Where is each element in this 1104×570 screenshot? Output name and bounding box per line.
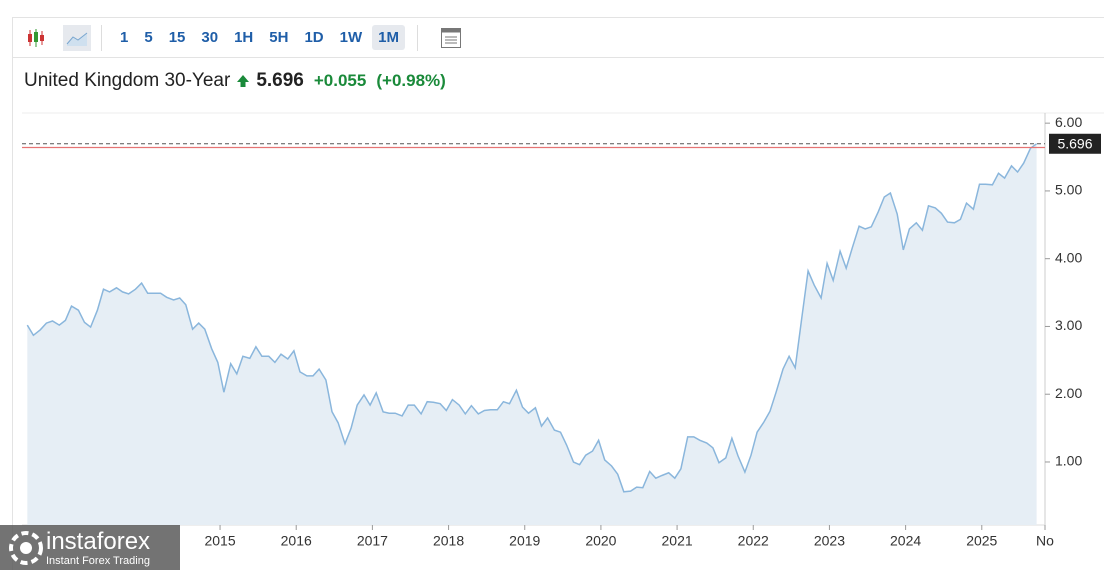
watermark: instaforex Instant Forex Trading	[0, 525, 180, 570]
change-percent: (+0.98%)	[376, 71, 446, 90]
quote-header: United Kingdom 30-Year 5.696 +0.055 (+0.…	[24, 70, 446, 92]
up-arrow	[237, 75, 250, 87]
price: 5.696	[256, 70, 304, 91]
x-tick-label: 2025	[966, 533, 997, 549]
x-tick-label: 2023	[814, 533, 845, 549]
toolbar: 1 5 15 30 1H 5H 1D 1W 1M	[12, 17, 1104, 58]
timeframe-button[interactable]: 30	[201, 29, 219, 46]
area-fill	[27, 143, 1037, 526]
last-value-box	[1049, 133, 1101, 154]
instrument-name: United Kingdom 30-Year	[24, 70, 231, 91]
separator	[416, 24, 418, 51]
timeframe-button[interactable]: 5H	[269, 29, 289, 46]
last-value-label: 5.696	[1057, 135, 1092, 151]
area-icon	[66, 32, 88, 46]
area-chart-button[interactable]	[63, 24, 91, 51]
y-tick-label: 1.00	[1055, 453, 1082, 469]
timeframe-button[interactable]: 1	[120, 29, 129, 46]
timeframe-button[interactable]: 15	[168, 29, 186, 46]
x-tick-label: 2024	[890, 533, 921, 549]
watermark-logo	[9, 531, 43, 565]
x-tick-label: 2019	[509, 533, 540, 549]
timeframe-button[interactable]: 1W	[339, 29, 363, 46]
timeframe-button[interactable]: 1D	[304, 29, 324, 46]
timeframe-button[interactable]: 1H	[234, 29, 254, 46]
layout-button[interactable]	[438, 25, 464, 51]
y-tick-label: 6.00	[1055, 114, 1082, 130]
x-tick-label: No	[1036, 533, 1054, 549]
x-tick-label: 2017	[357, 533, 388, 549]
x-tick-label: 2015	[204, 533, 235, 549]
timeframe-group: 1 5 15 30 1H 5H 1D 1W 1M	[112, 25, 407, 50]
x-tick-label: 2020	[585, 533, 616, 549]
candlestick-button[interactable]	[23, 25, 49, 51]
candlestick-icon	[28, 28, 44, 47]
x-tick-label: 2022	[738, 533, 769, 549]
timeframe-button[interactable]: 5	[144, 29, 153, 46]
watermark-tagline: Instant Forex Trading	[46, 555, 150, 567]
y-tick-label: 4.00	[1055, 249, 1082, 265]
y-tick-label: 3.00	[1055, 317, 1082, 333]
y-tick-label: 5.00	[1055, 182, 1082, 198]
change: +0.055	[313, 71, 367, 90]
separator	[101, 24, 102, 51]
x-tick-label: 2018	[433, 533, 464, 549]
layout-icon	[440, 27, 461, 48]
frame-border	[12, 57, 13, 570]
x-tick-label: 2021	[662, 533, 693, 549]
watermark-brand: instaforex	[46, 528, 151, 555]
timeframe-button[interactable]: 1M	[372, 25, 405, 50]
x-tick-label: 2016	[281, 533, 312, 549]
y-tick-label: 2.00	[1055, 385, 1082, 401]
price-line	[26, 143, 1038, 493]
